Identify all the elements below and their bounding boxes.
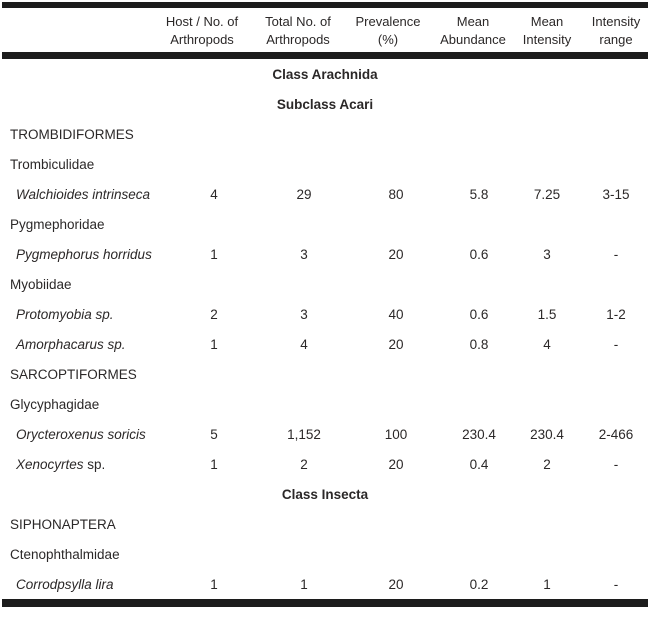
value-mean_intensity: 2 xyxy=(543,456,551,472)
value-prevalence: 20 xyxy=(388,336,404,352)
order-label: SIPHONAPTERA xyxy=(10,516,116,532)
value-host_no: 1 xyxy=(210,576,218,592)
value-host_no: 2 xyxy=(210,306,218,322)
value-intensity_range: 2-466 xyxy=(598,426,634,442)
species-name-italic: Protomyobia sp. xyxy=(16,306,114,322)
species-row: Corrodpsylla lira 1 1 20 0.2 1 - xyxy=(2,569,648,599)
value-host_no: 1 xyxy=(210,246,218,262)
value-total_no: 29 xyxy=(296,186,312,202)
value-prevalence: 40 xyxy=(388,306,404,322)
value-host_no: 4 xyxy=(210,186,218,202)
family-label: Trombiculidae xyxy=(10,156,95,172)
value-total_no: 3 xyxy=(300,246,308,262)
species-name-italic: Pygmephorus horridus xyxy=(16,246,152,262)
table-header-rule xyxy=(2,52,648,59)
order-label: TROMBIDIFORMES xyxy=(10,126,134,142)
value-intensity_range: - xyxy=(613,246,619,262)
species-row: Amorphacarus sp. 1 4 20 0.8 4 - xyxy=(2,329,648,359)
section-row: Subclass Acari xyxy=(276,96,374,112)
value-mean_abundance: 0.4 xyxy=(469,456,489,472)
species-name: Pygmephorus horridus xyxy=(2,247,152,262)
value-mean_abundance: 0.6 xyxy=(469,306,489,322)
species-row: Xenocyrtes sp. 1 2 20 0.4 2 - xyxy=(2,449,648,479)
order-row: SIPHONAPTERA xyxy=(2,509,648,539)
column-header-host_no: Host / No. of Arthropods xyxy=(165,14,239,47)
order-row: TROMBIDIFORMES xyxy=(2,119,648,149)
section-row: Class Arachnida xyxy=(272,66,378,82)
value-total_no: 1,152 xyxy=(287,426,321,442)
family-row: Trombiculidae xyxy=(2,149,648,179)
family-row: Pygmephoridae xyxy=(2,209,648,239)
species-name-italic: Amorphacarus sp. xyxy=(16,336,126,352)
species-name-italic: Xenocyrtes xyxy=(16,456,84,472)
species-name-italic: Orycteroxenus soricis xyxy=(16,426,146,442)
value-mean_abundance: 0.6 xyxy=(469,246,489,262)
value-host_no: 5 xyxy=(210,426,218,442)
value-mean_intensity: 1.5 xyxy=(537,306,557,322)
value-prevalence: 20 xyxy=(388,576,404,592)
value-mean_abundance: 0.8 xyxy=(469,336,489,352)
family-label: Glycyphagidae xyxy=(10,396,100,412)
family-label: Pygmephoridae xyxy=(10,216,105,232)
species-name: Corrodpsylla lira xyxy=(2,577,152,592)
column-header-name xyxy=(2,29,152,31)
value-host_no: 1 xyxy=(210,456,218,472)
table-body: Class Arachnida Subclass Acari TROMBIDIFOR… xyxy=(2,59,648,599)
species-name: Protomyobia sp. xyxy=(2,307,152,322)
table-header-row: Host / No. of Arthropods Total No. of Art… xyxy=(2,8,648,52)
value-total_no: 3 xyxy=(300,306,308,322)
species-name: Xenocyrtes sp. xyxy=(2,457,152,472)
species-name-italic: Walchioides intrinseca xyxy=(16,186,151,202)
species-row: Protomyobia sp. 2 3 40 0.6 1.5 1-2 xyxy=(2,299,648,329)
value-prevalence: 20 xyxy=(388,246,404,262)
value-mean_intensity: 1 xyxy=(543,576,551,592)
value-intensity_range: - xyxy=(613,336,619,352)
value-mean_abundance: 0.2 xyxy=(469,576,489,592)
value-mean_abundance: 5.8 xyxy=(469,186,489,202)
column-header-prevalence: Prevalence (%) xyxy=(355,14,421,47)
value-host_no: 1 xyxy=(210,336,218,352)
value-intensity_range: 1-2 xyxy=(606,306,626,322)
value-total_no: 4 xyxy=(300,336,308,352)
family-row: Myobiidae xyxy=(2,269,648,299)
parasite-prevalence-table: Host / No. of Arthropods Total No. of Art… xyxy=(2,2,648,607)
column-header-mean_abundance: Mean Abundance xyxy=(440,14,506,47)
value-intensity_range: 3-15 xyxy=(602,186,630,202)
order-label: SARCOPTIFORMES xyxy=(10,366,137,382)
table-top-rule xyxy=(2,2,648,8)
order-row: SARCOPTIFORMES xyxy=(2,359,648,389)
value-mean_intensity: 7.25 xyxy=(533,186,561,202)
section-row: Class Insecta xyxy=(281,486,369,502)
family-row: Glycyphagidae xyxy=(2,389,648,419)
value-mean_abundance: 230.4 xyxy=(462,426,496,442)
value-prevalence: 100 xyxy=(384,426,408,442)
family-row: Ctenophthalmidae xyxy=(2,539,648,569)
species-row: Pygmephorus horridus 1 3 20 0.6 3 - xyxy=(2,239,648,269)
value-intensity_range: - xyxy=(613,576,619,592)
species-name-italic: Corrodpsylla lira xyxy=(16,576,114,592)
species-name: Walchioides intrinseca xyxy=(2,187,152,202)
value-mean_intensity: 3 xyxy=(543,246,551,262)
value-total_no: 2 xyxy=(300,456,308,472)
value-intensity_range: - xyxy=(613,456,619,472)
column-header-total_no: Total No. of Arthropods xyxy=(265,14,331,47)
species-row: Orycteroxenus soricis 5 1,152 100 230.4 230.4… xyxy=(2,419,648,449)
table-bottom-rule xyxy=(2,599,648,607)
value-mean_intensity: 230.4 xyxy=(530,426,564,442)
family-label: Myobiidae xyxy=(10,276,72,292)
species-name: Amorphacarus sp. xyxy=(2,337,152,352)
column-header-intensity_range: Intensity range xyxy=(591,14,641,47)
value-total_no: 1 xyxy=(300,576,308,592)
species-name: Orycteroxenus soricis xyxy=(2,427,152,442)
value-mean_intensity: 4 xyxy=(543,336,551,352)
species-row: Walchioides intrinseca 4 29 80 5.8 7.25 3-15 xyxy=(2,179,648,209)
family-label: Ctenophthalmidae xyxy=(10,546,120,562)
species-name-roman: sp. xyxy=(83,456,106,472)
column-header-mean_intensity: Mean Intensity xyxy=(522,14,572,47)
value-prevalence: 80 xyxy=(388,186,404,202)
value-prevalence: 20 xyxy=(388,456,404,472)
